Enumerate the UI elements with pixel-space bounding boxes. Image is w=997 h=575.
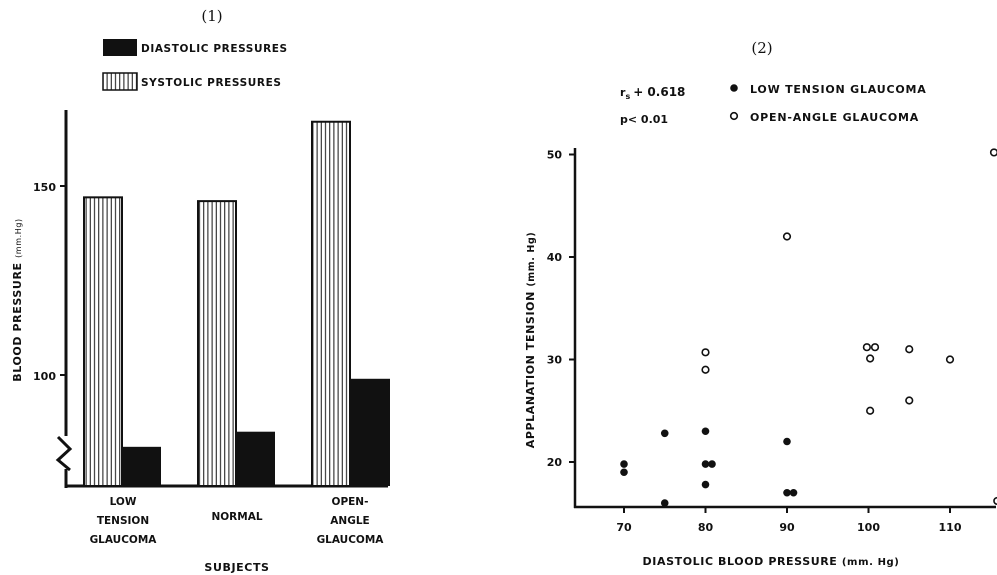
category-label-low-tension-line3: GLAUCOMA [90,534,158,546]
point-open-angle-0 [701,348,710,357]
bar-x-axis-title: SUBJECTS [204,561,269,574]
legend-label-diastolic: DIASTOLIC PRESSURES [141,43,288,55]
legend-label-low-tension: LOW TENSION GLAUCOMA [750,83,927,96]
stat-p-annotation: p< 0.01 [620,113,668,126]
panel-label-1: (1) [201,7,222,25]
axis-break-mark [55,435,73,472]
scatter-chart-panel: (2) rs + 0.618 p< 0.01 LOW TENSION GLAUCO… [524,39,997,568]
scatter-ticks: 70 80 90 100 110 20 30 40 50 [547,149,962,535]
point-low-tension-1 [620,468,628,477]
scatter-y-axis-title: APPLANATION TENSION (mm. Hg) [524,232,537,449]
bar-systolic-low-tension [83,196,123,487]
legend-swatch-systolic [102,72,138,91]
category-label-open-angle-line1: OPEN- [332,496,369,508]
bar-diastolic-normal [235,431,275,486]
scatter-ytick-label-20: 20 [547,456,563,469]
bar-systolic-normal [197,200,237,487]
point-low-tension-0 [620,460,628,468]
legend-label-systolic: SYSTOLIC PRESSURES [141,77,282,89]
stat-r-annotation: rs + 0.618 [620,85,685,101]
bar-chart-panel: (1) DIASTOLIC PRESSURES SYSTOLIC PRESSUR… [11,7,390,574]
point-open-angle-9 [945,355,955,364]
bar-category-labels: LOW TENSION GLAUCOMA NORMAL OPEN- ANGLE … [90,496,385,546]
point-open-angle-2 [782,232,792,241]
point-low-tension-2 [660,429,669,438]
scatter-x-axis-title: DIASTOLIC BLOOD PRESSURE (mm. Hg) [643,555,900,568]
scatter-xtick-label-90: 90 [779,521,795,534]
panel-label-2: (2) [751,39,772,57]
scatter-xtick-label-100: 100 [857,521,880,534]
scatter-xtick-label-80: 80 [698,521,714,534]
point-open-angle-1 [701,365,710,374]
scatter-ytick-label-40: 40 [547,251,563,264]
bar-diastolic-low-tension [121,446,161,486]
point-low-tension-3 [660,499,669,507]
category-label-normal: NORMAL [211,511,262,523]
point-low-tension-5 [701,460,710,468]
point-open-angle-10 [989,148,997,157]
category-label-low-tension-line2: TENSION [97,515,149,527]
category-label-open-angle-line3: GLAUCOMA [317,534,385,546]
point-low-tension-7 [701,480,710,489]
bar-diastolic-open-angle [350,378,390,486]
point-open-angle-6 [866,406,875,415]
scatter-ytick-label-50: 50 [547,149,563,162]
bar-series [83,120,390,488]
point-low-tension-8 [783,437,791,446]
category-label-open-angle-line2: ANGLE [330,515,369,527]
scatter-ytick-label-30: 30 [547,354,563,367]
point-open-angle-7 [905,345,914,354]
point-open-angle-11 [993,496,997,506]
legend-marker-low-tension [730,84,738,92]
scatter-xtick-label-70: 70 [616,521,632,534]
category-label-low-tension-line1: LOW [110,496,137,508]
legend-marker-open-angle [729,111,739,121]
point-low-tension-9 [783,488,791,497]
bar-y-axis-title: BLOOD PRESSURE (mm.Hg) [11,218,24,382]
point-low-tension-4 [701,427,710,436]
bar-systolic-open-angle [311,120,351,488]
scatter-points [620,148,997,507]
legend-label-open-angle: OPEN-ANGLE GLAUCOMA [750,111,919,124]
point-open-angle-4 [870,343,880,352]
bar-ytick-label-150: 150 [33,181,56,194]
legend-swatch-diastolic [103,39,137,56]
point-open-angle-8 [905,396,914,405]
point-low-tension-6 [708,460,716,468]
bar-ytick-label-100: 100 [33,370,56,383]
point-open-angle-3 [862,343,871,352]
point-open-angle-5 [866,354,875,363]
scatter-xtick-label-110: 110 [939,521,962,534]
point-low-tension-10 [789,488,798,497]
